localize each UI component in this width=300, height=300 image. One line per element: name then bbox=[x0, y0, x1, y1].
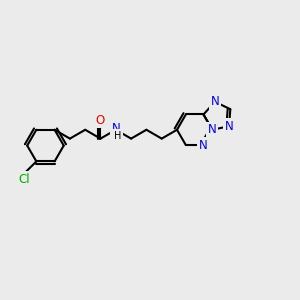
Text: Cl: Cl bbox=[19, 172, 30, 186]
Text: N: N bbox=[225, 120, 233, 133]
Text: N: N bbox=[112, 122, 121, 135]
Text: H: H bbox=[114, 131, 121, 141]
Text: N: N bbox=[208, 123, 217, 136]
Text: N: N bbox=[211, 95, 219, 108]
Text: N: N bbox=[199, 139, 208, 152]
Text: O: O bbox=[96, 114, 105, 127]
